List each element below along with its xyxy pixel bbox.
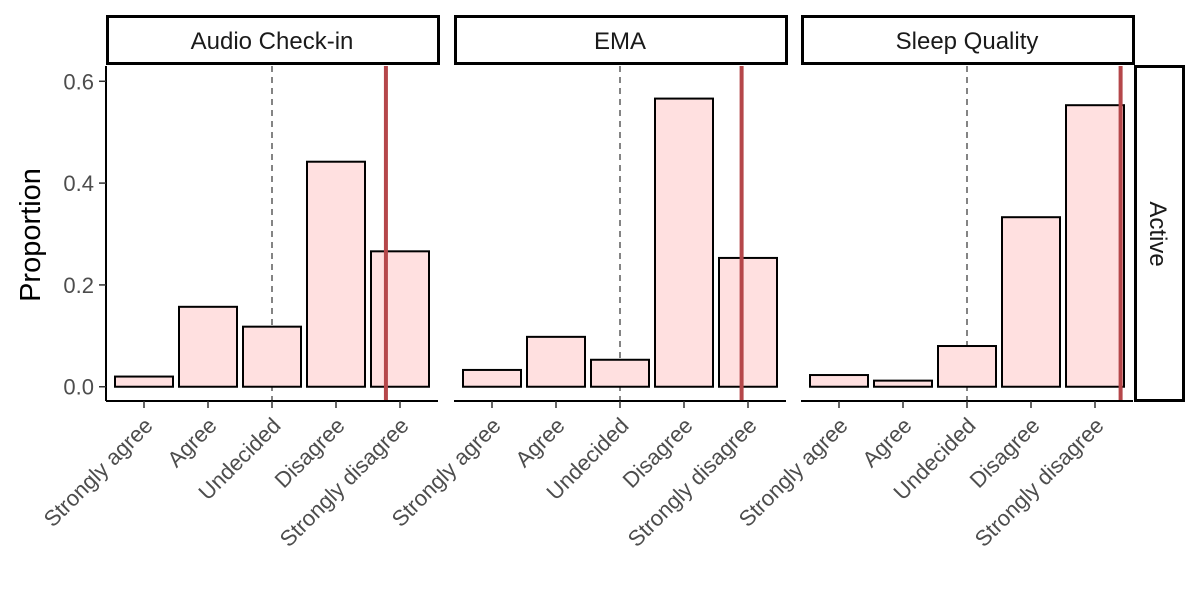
panel-title: EMA	[594, 28, 646, 55]
x-tick-label: Agree	[510, 413, 569, 472]
y-tick-label: 0.6	[63, 69, 94, 94]
bar	[718, 256, 778, 388]
bar	[178, 305, 238, 388]
bar	[370, 250, 430, 388]
bar	[1001, 216, 1061, 388]
panel-strip	[106, 15, 440, 65]
row-strip: Active	[1134, 65, 1185, 402]
bar	[590, 358, 650, 388]
bar	[306, 160, 366, 388]
y-tick-label: 0.0	[63, 375, 94, 400]
y-axis-title: Proportion	[15, 168, 47, 302]
x-tick-label: Agree	[162, 413, 221, 472]
bar	[242, 325, 302, 388]
row-strip-box	[1134, 65, 1185, 402]
x-tick-label: Agree	[857, 413, 916, 472]
y-tick-label: 0.4	[63, 171, 94, 196]
panel-strip	[801, 15, 1135, 65]
bar	[873, 379, 933, 388]
row-strip-label: Active	[1144, 201, 1171, 266]
panel-title: Sleep Quality	[896, 28, 1039, 55]
panel-strip	[454, 15, 788, 65]
bar	[114, 375, 174, 388]
x-tick-label: Strongly agree	[39, 413, 158, 532]
bar	[462, 368, 522, 388]
bar	[654, 97, 714, 388]
bar	[1065, 104, 1125, 388]
bar	[937, 345, 997, 388]
bar	[809, 374, 869, 388]
bar	[526, 335, 586, 388]
y-tick-label: 0.2	[63, 273, 94, 298]
panel-title: Audio Check-in	[191, 28, 354, 55]
y-axis: 0.0 0.2 0.4 0.6	[63, 66, 107, 401]
